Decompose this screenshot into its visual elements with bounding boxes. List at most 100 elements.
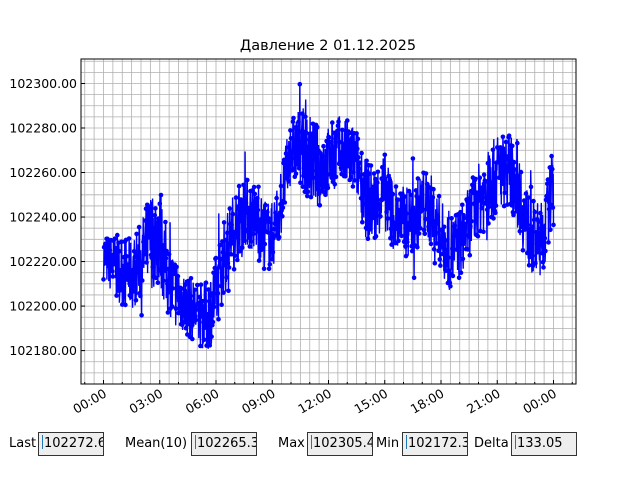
data-point <box>188 293 193 299</box>
data-point <box>356 155 361 160</box>
data-point <box>230 211 236 217</box>
data-point <box>515 192 521 198</box>
x-tick-label: 03:00 <box>127 386 166 417</box>
max-value-field[interactable]: 102305.41 <box>307 432 373 456</box>
data-point <box>502 190 508 196</box>
data-point <box>342 155 348 161</box>
data-point <box>428 241 434 247</box>
data-point <box>298 180 303 185</box>
data-point <box>205 325 210 330</box>
data-point <box>423 216 428 222</box>
data-point <box>139 313 144 318</box>
data-point <box>477 175 483 180</box>
data-point <box>481 172 487 177</box>
data-point <box>145 215 151 220</box>
last-value-field[interactable]: 102272.64 <box>38 432 104 456</box>
data-point <box>181 301 186 307</box>
data-point <box>250 214 256 219</box>
data-point <box>131 249 137 254</box>
data-point <box>146 204 152 209</box>
data-point <box>335 128 340 134</box>
data-point <box>509 203 514 208</box>
data-point <box>497 159 503 165</box>
data-point <box>460 256 466 262</box>
x-tick-label: 06:00 <box>183 386 222 417</box>
data-point <box>114 293 119 298</box>
data-point <box>355 146 360 151</box>
data-point <box>156 216 161 221</box>
data-point <box>252 191 258 197</box>
data-point <box>367 187 373 193</box>
data-point <box>158 192 164 198</box>
data-point <box>311 156 317 161</box>
data-point <box>169 260 174 265</box>
delta-value-field[interactable]: 133.05 <box>511 432 577 456</box>
data-point <box>540 260 546 265</box>
data-point <box>286 179 291 184</box>
data-point <box>131 289 136 294</box>
data-point <box>526 195 531 200</box>
data-point <box>478 185 484 190</box>
data-point <box>324 138 329 144</box>
data-point <box>512 167 518 172</box>
data-point <box>501 181 506 187</box>
data-point <box>544 193 549 199</box>
data-point <box>136 224 142 230</box>
data-point <box>228 252 234 257</box>
x-tick-label: 00:00 <box>70 386 109 417</box>
data-point <box>363 201 368 207</box>
data-point <box>255 207 261 213</box>
data-point <box>314 168 319 173</box>
mean-value-field[interactable]: 102265.38 <box>191 432 257 456</box>
data-point <box>240 216 246 222</box>
data-point <box>216 264 222 270</box>
delta-label: Delta <box>474 436 509 451</box>
data-point <box>297 81 303 87</box>
data-point <box>449 216 454 221</box>
data-point <box>409 248 415 254</box>
data-point <box>321 143 326 149</box>
data-point <box>251 231 256 237</box>
x-tick-label: 12:00 <box>295 386 334 417</box>
data-point <box>484 195 489 201</box>
data-point <box>194 307 199 312</box>
data-point <box>109 252 114 258</box>
data-point <box>113 259 118 264</box>
data-point <box>436 193 442 199</box>
data-point <box>236 183 242 189</box>
data-point <box>413 188 419 193</box>
data-point <box>271 226 277 232</box>
data-point <box>476 198 481 203</box>
data-point <box>157 201 163 207</box>
data-point <box>308 194 314 200</box>
data-point <box>348 137 353 143</box>
data-point <box>332 181 338 187</box>
data-point <box>545 177 551 182</box>
data-point <box>446 255 451 260</box>
data-point <box>422 231 428 237</box>
data-point <box>274 195 279 201</box>
data-point <box>417 205 423 210</box>
data-point <box>267 262 273 267</box>
y-tick-label: 102200.00 <box>9 299 77 314</box>
data-point <box>285 172 291 177</box>
min-value-field[interactable]: 102172.35 <box>402 432 468 456</box>
data-point <box>173 306 179 312</box>
data-point <box>416 231 422 236</box>
data-point <box>466 202 471 207</box>
data-point <box>251 184 257 190</box>
data-point <box>113 246 119 251</box>
data-point <box>290 119 296 124</box>
data-point <box>402 194 408 199</box>
data-point <box>218 283 224 289</box>
data-point <box>480 194 485 200</box>
data-point <box>343 151 349 157</box>
data-point <box>223 237 229 243</box>
data-point <box>305 189 311 195</box>
data-point <box>404 211 409 216</box>
data-point <box>438 263 443 268</box>
data-point <box>453 233 458 238</box>
data-point <box>307 176 313 182</box>
data-point <box>193 314 198 319</box>
data-point <box>198 282 204 288</box>
